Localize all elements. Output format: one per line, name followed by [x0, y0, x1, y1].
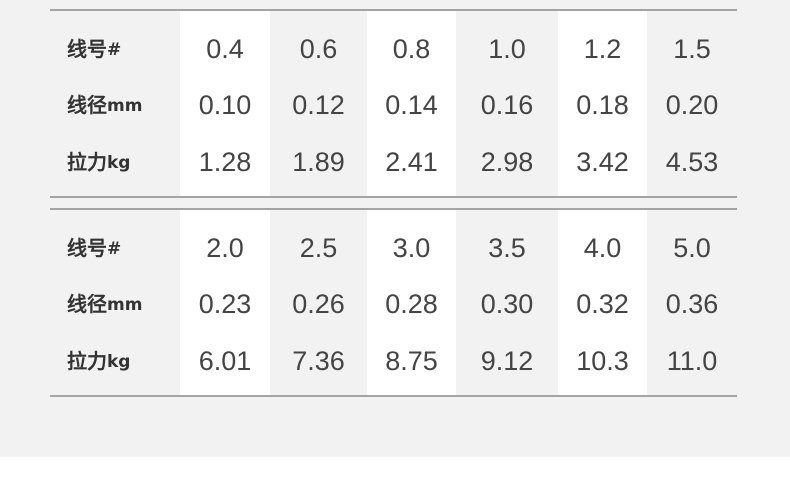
cell-value: 6.01: [199, 346, 252, 376]
column-bg: [558, 11, 647, 196]
cell-value: 2.41: [385, 147, 438, 177]
cell-value: 11.0: [667, 346, 718, 376]
cell-value: 3.42: [576, 147, 629, 177]
cell-value: 0.4: [206, 34, 244, 64]
column-bg: [180, 210, 270, 395]
cell-value: 0.12: [292, 90, 345, 120]
cell-value: 0.26: [292, 289, 345, 319]
cell-value: 0.10: [199, 90, 252, 120]
label-unit: kg: [107, 352, 130, 372]
label-text: 线号: [67, 236, 107, 260]
label-text: 拉力: [67, 349, 107, 373]
row-label: 线号#: [67, 236, 121, 260]
cell-value: 9.12: [481, 346, 534, 376]
cell-value: 2.5: [300, 233, 338, 263]
label-unit: mm: [107, 96, 142, 116]
cell-value: 1.5: [673, 34, 711, 64]
cell-value: 10.3: [576, 346, 629, 376]
row-label: 拉力kg: [67, 150, 130, 174]
cell-value: 3.0: [393, 233, 431, 263]
row-label: 拉力kg: [67, 349, 130, 373]
cell-value: 0.36: [666, 289, 719, 319]
column-bg: [180, 11, 270, 196]
cell-value: 3.5: [488, 233, 526, 263]
label-text: 拉力: [67, 150, 107, 174]
cell-value: 1.89: [292, 147, 345, 177]
cell-value: 0.16: [481, 90, 534, 120]
label-unit: #: [107, 239, 121, 259]
cell-value: 1.0: [488, 34, 526, 64]
row-label: 线径mm: [67, 292, 142, 316]
cell-value: 1.28: [199, 147, 252, 177]
column-bg: [367, 11, 456, 196]
cell-value: 5.0: [673, 233, 711, 263]
cell-value: 1.2: [584, 34, 622, 64]
row-label: 线径mm: [67, 93, 142, 117]
cell-value: 7.36: [292, 346, 345, 376]
label-text: 线径: [67, 292, 107, 316]
cell-value: 0.14: [385, 90, 438, 120]
cell-value: 2.0: [206, 233, 244, 263]
cell-value: 0.30: [481, 289, 534, 319]
label-text: 线号: [67, 37, 107, 61]
label-unit: #: [107, 40, 121, 60]
cell-value: 2.98: [481, 147, 534, 177]
cell-value: 4.0: [584, 233, 622, 263]
label-text: 线径: [67, 93, 107, 117]
cell-value: 0.6: [300, 34, 338, 64]
label-unit: mm: [107, 295, 142, 315]
column-bg: [367, 210, 456, 395]
cell-value: 8.75: [385, 346, 438, 376]
cell-value: 4.53: [666, 147, 719, 177]
cell-value: 0.18: [576, 90, 629, 120]
cell-value: 0.28: [385, 289, 438, 319]
label-unit: kg: [107, 153, 130, 173]
cell-value: 0.8: [393, 34, 431, 64]
cell-value: 0.20: [666, 90, 719, 120]
cell-value: 0.32: [576, 289, 629, 319]
column-bg: [558, 210, 647, 395]
row-label: 线号#: [67, 37, 121, 61]
cell-value: 0.23: [199, 289, 252, 319]
